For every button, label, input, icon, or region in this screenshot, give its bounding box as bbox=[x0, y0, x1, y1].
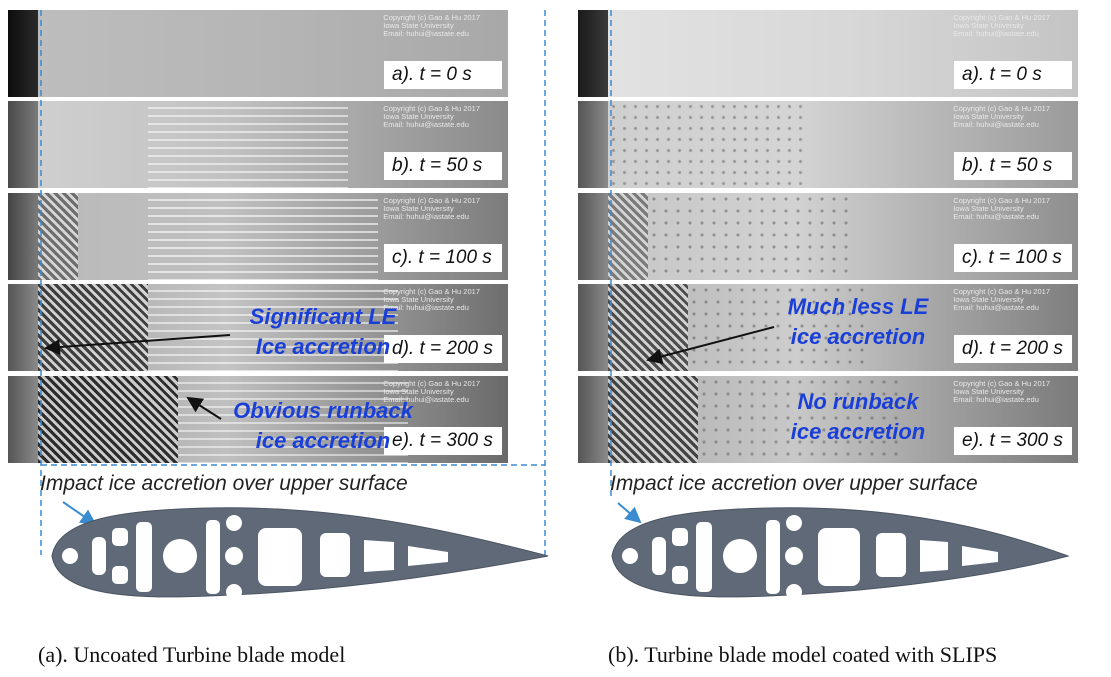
annotation-no-runback: No runback ice accretion bbox=[790, 389, 926, 444]
copyright-watermark: Copyright (c) Gao & Hu 2017 Iowa State U… bbox=[953, 379, 1050, 404]
frame-a: Copyright (c) Gao & Hu 2017 Iowa State U… bbox=[8, 10, 508, 97]
time-label: c). t = 100 s bbox=[384, 244, 502, 272]
arrow-le bbox=[44, 334, 231, 355]
frame-e: Copyright (c) Gao & Hu 2017 Iowa State U… bbox=[8, 376, 508, 463]
airfoil-model bbox=[51, 507, 549, 600]
time-label: c). t = 100 s bbox=[954, 244, 1072, 272]
arrow-le bbox=[646, 326, 775, 365]
impact-text: Impact ice accretion over upper surface bbox=[40, 472, 408, 495]
impact-text: Impact ice accretion over upper surface bbox=[610, 472, 978, 495]
annotation-le-ice: Significant LE Ice accretion bbox=[249, 304, 397, 359]
frame-b: Copyright (c) Gao & Hu 2017 Iowa State U… bbox=[578, 101, 1078, 188]
copyright-watermark: Copyright (c) Gao & Hu 2017 Iowa State U… bbox=[953, 287, 1050, 312]
copyright-watermark: Copyright (c) Gao & Hu 2017 Iowa State U… bbox=[383, 13, 480, 38]
annotation-le-ice: Much less LE ice accretion bbox=[787, 294, 929, 349]
frame-d: Copyright (c) Gao & Hu 2017 Iowa State U… bbox=[578, 284, 1078, 371]
slips-coated-panel: Copyright (c) Gao & Hu 2017 Iowa State U… bbox=[578, 0, 1078, 667]
time-label: d). t = 200 s bbox=[384, 335, 502, 363]
copyright-watermark: Copyright (c) Gao & Hu 2017 Iowa State U… bbox=[383, 287, 480, 312]
copyright-watermark: Copyright (c) Gao & Hu 2017 Iowa State U… bbox=[383, 379, 480, 404]
right-overlay bbox=[610, 10, 1070, 600]
copyright-watermark: Copyright (c) Gao & Hu 2017 Iowa State U… bbox=[953, 196, 1050, 221]
time-label: b). t = 50 s bbox=[384, 152, 502, 180]
annotation-runback-ice: Obvious runback ice accretion bbox=[233, 398, 413, 453]
arrow-runback bbox=[186, 396, 222, 420]
time-label: b). t = 50 s bbox=[954, 152, 1072, 180]
uncoated-panel: Copyright (c) Gao & Hu 2017 Iowa State U… bbox=[8, 0, 549, 667]
time-label: d). t = 200 s bbox=[954, 335, 1072, 363]
arrow-impact bbox=[62, 501, 97, 526]
copyright-watermark: Copyright (c) Gao & Hu 2017 Iowa State U… bbox=[383, 196, 480, 221]
time-label: e). t = 300 s bbox=[954, 427, 1072, 455]
arrow-impact bbox=[617, 502, 642, 524]
time-label: a). t = 0 s bbox=[384, 61, 502, 89]
time-label: e). t = 300 s bbox=[384, 427, 502, 455]
frame-d: Copyright (c) Gao & Hu 2017 Iowa State U… bbox=[8, 284, 508, 371]
caption-slips-coated: (b). Turbine blade model coated with SLI… bbox=[608, 642, 998, 667]
frame-c: Copyright (c) Gao & Hu 2017 Iowa State U… bbox=[578, 193, 1078, 280]
frame-c: Copyright (c) Gao & Hu 2017 Iowa State U… bbox=[8, 193, 508, 280]
copyright-watermark: Copyright (c) Gao & Hu 2017 Iowa State U… bbox=[953, 104, 1050, 129]
frame-e: Copyright (c) Gao & Hu 2017 Iowa State U… bbox=[578, 376, 1078, 463]
frame-b: Copyright (c) Gao & Hu 2017 Iowa State U… bbox=[8, 101, 508, 188]
caption-uncoated: (a). Uncoated Turbine blade model bbox=[38, 642, 346, 667]
left-overlay bbox=[40, 10, 549, 600]
frame-a: Copyright (c) Gao & Hu 2017 Iowa State U… bbox=[578, 10, 1078, 97]
time-label: a). t = 0 s bbox=[954, 61, 1072, 89]
airfoil-model bbox=[611, 507, 1070, 600]
copyright-watermark: Copyright (c) Gao & Hu 2017 Iowa State U… bbox=[953, 13, 1050, 38]
copyright-watermark: Copyright (c) Gao & Hu 2017 Iowa State U… bbox=[383, 104, 480, 129]
